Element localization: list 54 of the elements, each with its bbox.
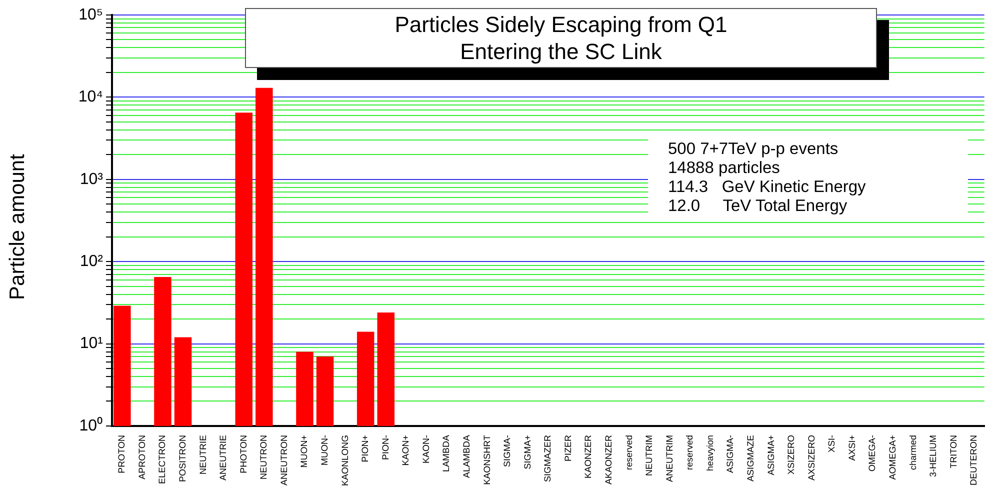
x-tick-label: ANEUTRIE	[218, 434, 228, 481]
y-tick-label: 10⁵	[78, 6, 103, 24]
x-tick-label: AOMEGA+	[888, 434, 898, 480]
x-tick-label: TRITON	[948, 434, 958, 468]
x-tick-label: ELECTRON	[157, 434, 168, 484]
x-tick-label: NEUTRIE	[198, 434, 208, 475]
x-tick-label: PROTON	[116, 434, 127, 474]
x-tick-label: heavyion	[704, 434, 715, 472]
x-tick-label: NEUTRON	[258, 434, 269, 480]
x-tick-label: KAONSHRT	[482, 434, 492, 485]
x-tick-label: KAON+	[400, 434, 411, 466]
x-tick-label: DEUTERON	[968, 434, 979, 486]
x-tick-label: ALAMBDA	[462, 434, 472, 478]
x-tick-label: PIZER	[562, 434, 573, 462]
x-tick-label: ASIGMAZE	[746, 434, 756, 482]
x-tick-label: SIGMAZER	[542, 434, 553, 482]
x-tick-label: AXSIZERO	[806, 434, 816, 481]
x-tick-label: ANEUTRIM	[664, 434, 674, 482]
x-tick-label: POSITRON	[177, 434, 188, 482]
x-tick-label: SIGMA-	[502, 434, 512, 468]
x-tick-label: PHOTON	[238, 434, 248, 474]
x-tick-label: NEUTRIM	[644, 434, 654, 476]
y-tick-label: 10⁴	[78, 88, 104, 106]
x-tick-label: ASIGMA-	[725, 434, 736, 474]
x-tick-label: ASIGMA+	[766, 434, 776, 476]
annotation: 114.3 GeV Kinetic Energy	[668, 178, 866, 196]
x-tick-label: SIGMA+	[522, 434, 532, 470]
y-tick-label: 10²	[80, 253, 104, 270]
x-tick-label: MUON+	[299, 434, 310, 468]
y-tick-label: 10⁰	[79, 416, 103, 434]
x-tick-label: XSI-	[826, 434, 837, 453]
annotation: 500 7+7TeV p-p events	[668, 140, 838, 158]
y-tick-label: 10¹	[80, 335, 103, 352]
x-tick-label: APROTON	[136, 434, 147, 480]
annotation: 14888 particles	[668, 159, 780, 177]
x-tick-label: MUON-	[319, 434, 330, 466]
y-axis-title: Particle amount	[6, 153, 30, 302]
x-tick-label: charmed	[908, 434, 918, 470]
x-tick-label: LAMBDA	[441, 434, 452, 472]
x-tick-label: OMEGA-	[867, 434, 878, 472]
x-tick-label: reserved	[624, 434, 634, 470]
x-tick-label: PION+	[360, 434, 370, 462]
x-tick-label: XSIZERO	[786, 434, 796, 475]
x-tick-label: KAONZER	[583, 434, 594, 479]
x-tick-label: PION-	[380, 434, 390, 460]
annotation: 12.0 TeV Total Energy	[668, 197, 848, 215]
x-tick-label: AXSI+	[846, 434, 857, 461]
x-tick-label: KAON-	[420, 434, 431, 464]
x-tick-label: KAONLONG	[340, 434, 350, 486]
x-tick-label: 3-HELIUM	[928, 434, 938, 478]
y-tick-label: 10³	[80, 170, 104, 188]
x-tick-label: ANEUTRON	[278, 434, 289, 486]
x-tick-label: AKAONZER	[604, 434, 614, 485]
x-tick-label: reserved	[684, 434, 695, 470]
